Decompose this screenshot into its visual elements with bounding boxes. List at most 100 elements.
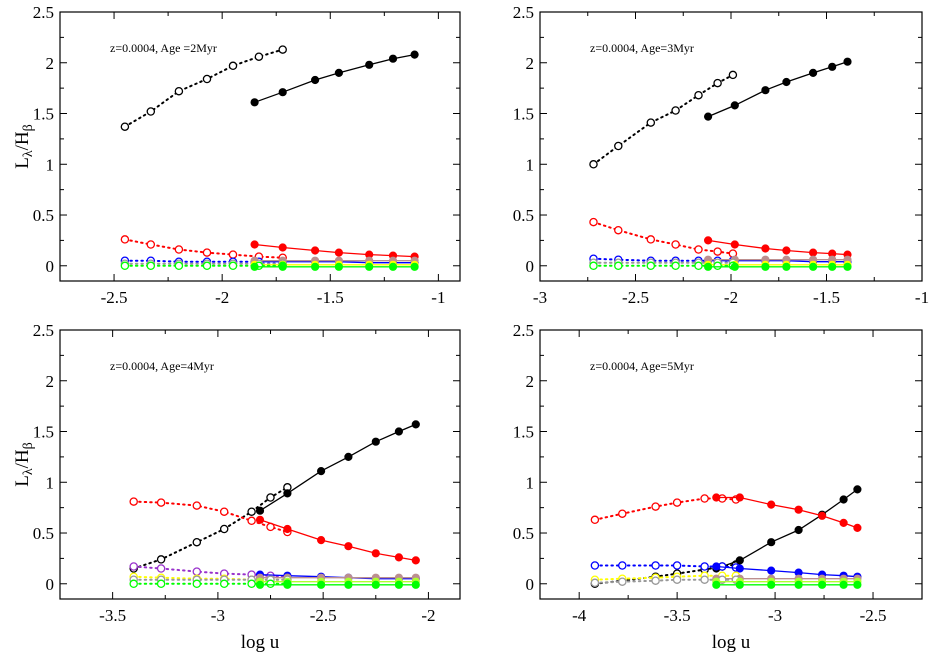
y-tick-label: 0.5 (513, 524, 534, 543)
panel-annotation: z=0.0004, Age=3Myr (590, 41, 694, 55)
data-point-black (761, 86, 770, 95)
y-tick-label: 1.5 (33, 105, 54, 124)
data-point-red (672, 498, 682, 507)
data-point-green (228, 261, 238, 271)
data-point-red (646, 235, 656, 244)
data-point-purple (129, 562, 138, 571)
data-point-black (146, 107, 156, 116)
data-point-gray (590, 578, 600, 588)
data-point-black (794, 525, 803, 535)
x-axis-label: log u (712, 632, 751, 653)
data-point-red (614, 225, 623, 235)
data-point-green (671, 261, 680, 271)
x-tick-label: -1.5 (813, 288, 840, 307)
data-point-black (344, 452, 353, 461)
y-tick-label: 0 (526, 257, 535, 276)
series-group (120, 45, 419, 271)
x-tick-label: -2.5 (622, 288, 649, 307)
data-point-black (809, 68, 818, 78)
data-point-black (735, 556, 744, 565)
data-point-red (794, 505, 803, 514)
y-tick-label: 1 (526, 155, 535, 174)
data-point-green (782, 262, 791, 271)
data-point-black (228, 61, 238, 71)
data-point-black (202, 74, 212, 84)
data-point-green (713, 261, 722, 271)
y-tick-label: 1 (526, 473, 535, 492)
data-point-red (255, 515, 265, 524)
data-point-red (250, 240, 259, 249)
y-tick-label: 2 (46, 372, 55, 391)
data-point-green (730, 262, 739, 271)
data-point-black (394, 427, 403, 436)
data-point-red (411, 556, 420, 565)
data-point-black (646, 118, 656, 127)
data-point-green (614, 261, 623, 271)
data-point-blue (651, 561, 660, 570)
data-point-black (334, 68, 343, 78)
panel-annotation: z=0.0004, Age =2Myr (110, 41, 217, 55)
data-point-black (411, 420, 420, 429)
data-point-red (129, 497, 138, 506)
series-group (589, 57, 852, 271)
data-point-black (371, 437, 380, 446)
data-point-red (809, 248, 818, 257)
data-point-green (818, 580, 827, 589)
data-point-green (388, 262, 398, 271)
data-point-green (767, 580, 776, 589)
data-point-blue (672, 561, 682, 570)
data-point-red (371, 549, 380, 558)
y-tick-label: 2 (526, 54, 535, 73)
data-point-green (828, 262, 837, 271)
data-point-blue (590, 561, 600, 570)
data-point-green (839, 580, 848, 589)
data-point-black (278, 45, 287, 54)
data-point-red (735, 493, 744, 502)
data-point-red (712, 493, 721, 502)
data-point-black (839, 495, 848, 504)
data-point-green (394, 580, 403, 589)
data-point-red (761, 244, 770, 253)
data-point-black (671, 106, 680, 115)
data-point-black (853, 485, 862, 494)
data-point-green (365, 262, 374, 271)
series-group (590, 485, 862, 589)
data-point-red (694, 245, 703, 254)
data-point-green (146, 261, 156, 271)
y-tick-label: 2 (526, 372, 535, 391)
x-tick-label: -2 (724, 288, 738, 307)
panel-1: -2.5 -2 -1.5 -1 0 0.5 1 1.5 2 2.5 z=0.0004, Age =2… (12, 3, 461, 307)
y-tick-label: 1.5 (513, 105, 534, 124)
data-point-black (828, 62, 837, 71)
data-point-green (192, 579, 202, 589)
data-point-gray (618, 577, 627, 586)
data-point-black (730, 101, 739, 110)
data-point-black (410, 50, 419, 59)
x-axis-label: log u (241, 632, 280, 653)
x-tick-label: -3 (533, 288, 547, 307)
data-point-black (589, 160, 598, 169)
data-point-red (278, 243, 287, 252)
data-point-black (278, 88, 287, 97)
data-point-gray (700, 575, 709, 584)
data-point-green (646, 261, 656, 271)
panel-4: -4 -3.5 -3 -2.5 0 0.5 1 1.5 2 2.5 z=0.0004, Age=5M… (513, 321, 923, 653)
y-tick-label: 2.5 (513, 321, 534, 340)
data-point-green (283, 580, 292, 589)
series-group (129, 420, 420, 589)
y-axis-label: Lλ/Hβ (12, 442, 36, 487)
y-tick-label: 1 (46, 473, 55, 492)
data-point-red (192, 501, 202, 510)
panel-annotation: z=0.0004, Age=4Myr (110, 359, 214, 373)
x-tick-label: -2.5 (860, 606, 887, 625)
x-tick-label: -1 (431, 288, 445, 307)
data-point-red (730, 240, 739, 249)
y-tick-label: 0.5 (33, 524, 54, 543)
data-point-green (371, 580, 380, 589)
data-point-gray (672, 575, 682, 584)
data-point-black (365, 60, 374, 69)
data-point-green (202, 261, 212, 271)
data-point-green (694, 261, 703, 271)
data-point-red (853, 523, 862, 533)
